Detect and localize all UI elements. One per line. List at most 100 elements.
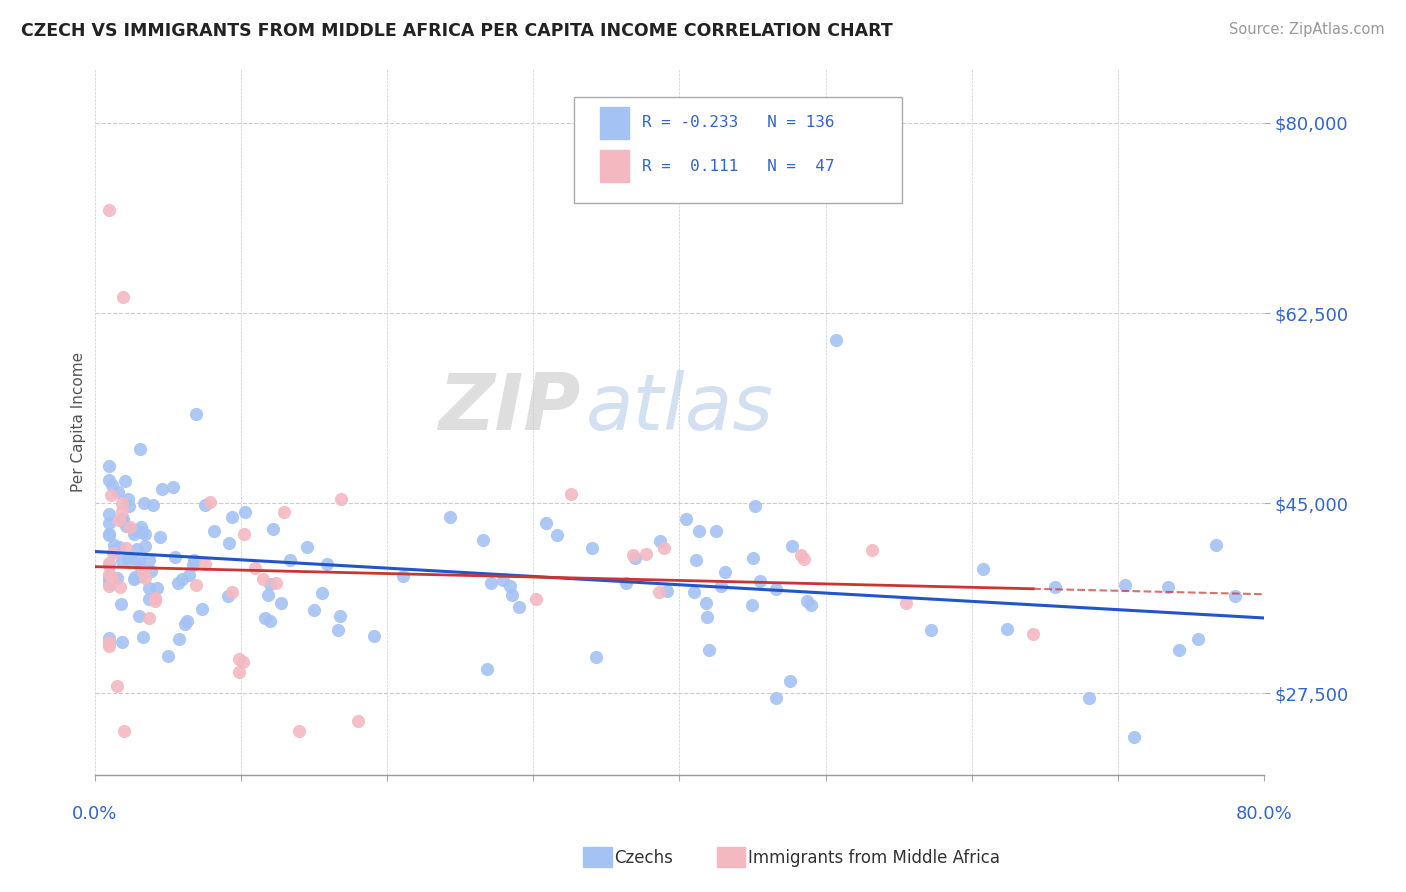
Point <box>779 673 801 688</box>
Point <box>170 572 193 586</box>
Point <box>652 541 675 556</box>
Point <box>98 637 121 651</box>
Point <box>128 558 150 573</box>
Point <box>112 512 135 526</box>
Point <box>176 614 198 628</box>
Point <box>270 596 292 610</box>
Point <box>266 576 288 591</box>
Point <box>145 581 167 595</box>
Bar <box>600 107 628 139</box>
Point <box>221 584 243 599</box>
Point <box>129 442 152 457</box>
Point <box>560 487 582 501</box>
Point <box>98 527 121 541</box>
Point <box>98 508 121 522</box>
Point <box>688 524 710 538</box>
Point <box>138 581 160 595</box>
Point <box>139 565 162 579</box>
Text: CZECH VS IMMIGRANTS FROM MIDDLE AFRICA PER CAPITA INCOME CORRELATION CHART: CZECH VS IMMIGRANTS FROM MIDDLE AFRICA P… <box>21 22 893 40</box>
Bar <box>600 150 628 182</box>
Point <box>166 575 188 590</box>
Point <box>1205 538 1227 552</box>
Point <box>122 572 145 586</box>
Point <box>233 527 256 541</box>
Point <box>697 642 720 657</box>
Point <box>262 522 284 536</box>
Point <box>232 656 254 670</box>
Point <box>295 541 318 555</box>
Point <box>475 662 498 676</box>
Point <box>311 585 333 599</box>
Point <box>117 553 139 567</box>
Point <box>793 552 815 566</box>
Point <box>100 569 122 583</box>
Point <box>125 541 148 556</box>
Point <box>110 513 132 527</box>
Point <box>202 524 225 539</box>
Point <box>524 591 547 606</box>
Point <box>117 499 139 513</box>
Point <box>714 565 737 579</box>
Point <box>363 629 385 643</box>
Point <box>105 679 128 693</box>
Point <box>221 510 243 524</box>
Point <box>129 568 152 582</box>
Point <box>107 571 129 585</box>
Point <box>103 538 125 552</box>
Point <box>128 551 150 566</box>
FancyBboxPatch shape <box>574 96 901 202</box>
Point <box>184 407 207 421</box>
Point <box>111 554 134 568</box>
Point <box>108 540 131 554</box>
Point <box>100 570 122 584</box>
Point <box>218 536 240 550</box>
Point <box>98 634 121 648</box>
Point <box>920 623 942 637</box>
Point <box>112 290 135 304</box>
Point <box>675 512 697 526</box>
Point <box>744 499 766 513</box>
Point <box>120 520 142 534</box>
Point <box>111 504 134 518</box>
Point <box>132 565 155 579</box>
Point <box>131 524 153 539</box>
Point <box>501 588 523 602</box>
Point <box>472 533 495 547</box>
Y-axis label: Per Capita Income: Per Capita Income <box>72 351 86 491</box>
Point <box>624 550 647 565</box>
Point <box>157 648 180 663</box>
Text: Czechs: Czechs <box>614 849 673 867</box>
Point <box>124 524 146 538</box>
Point <box>114 541 136 556</box>
Point <box>103 543 125 558</box>
Point <box>439 510 461 524</box>
Point <box>972 561 994 575</box>
Point <box>585 650 607 665</box>
Point <box>710 579 733 593</box>
Point <box>183 558 205 572</box>
Point <box>138 610 160 624</box>
Point <box>780 539 803 553</box>
Point <box>98 528 121 542</box>
Point <box>824 333 846 347</box>
Point <box>695 596 717 610</box>
Point <box>278 553 301 567</box>
Point <box>765 582 787 596</box>
Point <box>796 593 818 607</box>
Point <box>650 534 672 549</box>
Point <box>98 516 121 531</box>
Point <box>124 570 146 584</box>
Point <box>696 610 718 624</box>
Point <box>110 597 132 611</box>
Point <box>108 580 131 594</box>
Point <box>107 485 129 500</box>
Point <box>184 578 207 592</box>
Point <box>391 569 413 583</box>
Point <box>134 539 156 553</box>
Point <box>302 602 325 616</box>
Point <box>1168 643 1191 657</box>
Point <box>329 491 352 506</box>
Point <box>228 665 250 679</box>
Point <box>150 482 173 496</box>
Point <box>636 547 658 561</box>
